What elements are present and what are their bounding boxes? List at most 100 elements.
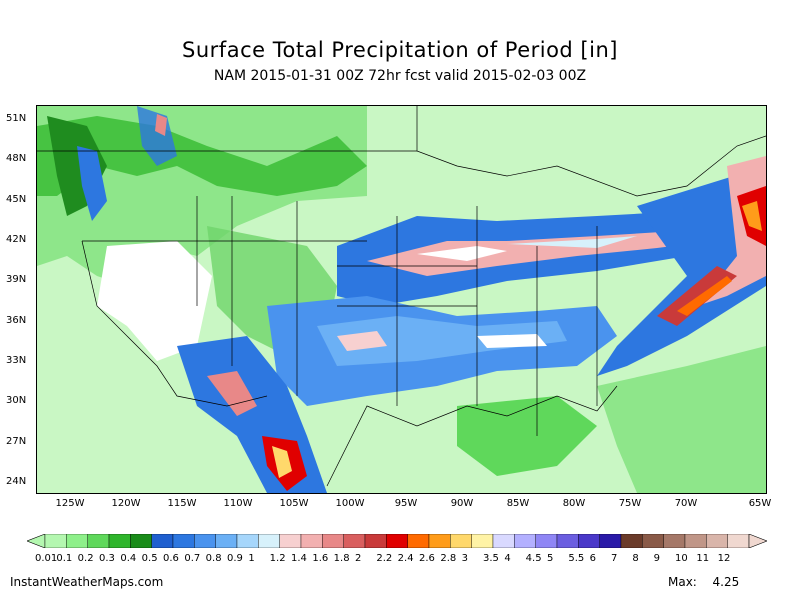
lon-label-95w: 95W (394, 498, 418, 509)
lon-label-80w: 80W (562, 498, 586, 509)
legend-swatch (450, 534, 472, 548)
legend-label: 2.4 (397, 553, 414, 564)
lat-label-48n: 48N (6, 153, 27, 164)
legend-label: 1.8 (333, 553, 350, 564)
legend-swatch (599, 534, 622, 548)
legend-label: 10 (675, 553, 688, 564)
legend-swatch (535, 534, 558, 548)
legend-swatch (279, 534, 302, 548)
legend-label: 0.1 (56, 553, 73, 564)
lon-label-105w: 105W (279, 498, 309, 509)
legend-label: 5.5 (568, 553, 585, 564)
legend-label: 4.5 (525, 553, 542, 564)
legend-label: 0.9 (227, 553, 243, 564)
legend-swatch (514, 534, 536, 548)
legend-swatch (194, 534, 216, 548)
legend-swatch (620, 534, 643, 548)
legend-label: 1.4 (291, 553, 307, 564)
legend-swatch (151, 534, 174, 548)
lat-label-51n: 51N (6, 113, 27, 124)
legend-swatch (236, 534, 259, 548)
legend-label: 0.6 (163, 553, 179, 564)
legend-label: 12 (717, 553, 731, 564)
legend-label: 0.3 (99, 553, 115, 564)
legend-swatch (44, 534, 67, 548)
lon-label-120w: 120W (111, 498, 141, 509)
legend-label: 0.2 (77, 553, 94, 564)
legend-label: 9 (653, 553, 661, 564)
legend-label: 2.2 (376, 553, 393, 564)
precipitation-map (36, 105, 767, 494)
lat-label-42n: 42N (6, 234, 27, 245)
legend-swatch (642, 534, 664, 548)
lon-label-70w: 70W (674, 498, 698, 509)
legend-label: 1.6 (312, 553, 329, 564)
legend-swatch (492, 534, 515, 548)
site-credit: InstantWeatherMaps.com (10, 575, 164, 589)
legend-label: 0.8 (205, 553, 222, 564)
max-value: 4.25 (712, 575, 740, 589)
legend-swatch (727, 534, 750, 548)
legend-label: 11 (696, 553, 710, 564)
legend-label: 0.5 (141, 553, 158, 564)
color-legend-bar (27, 534, 767, 548)
lat-label-24n: 24N (6, 476, 27, 487)
legend-arrow-right (748, 534, 767, 548)
map-title: Surface Total Precipitation of Period [i… (182, 38, 618, 62)
legend-swatch (300, 534, 323, 548)
map-subtitle: NAM 2015-01-31 00Z 72hr fcst valid 2015-… (213, 68, 587, 84)
legend-label: 1 (248, 553, 255, 564)
legend-swatch (322, 534, 344, 548)
legend-swatch (87, 534, 110, 548)
legend-swatch (684, 534, 707, 548)
lat-label-36n: 36N (6, 315, 27, 326)
legend-label: 6 (589, 553, 597, 564)
legend-swatch (386, 534, 408, 548)
legend-swatch (471, 534, 494, 548)
lat-label-45n: 45N (6, 194, 27, 205)
legend-swatch (428, 534, 451, 548)
legend-swatch (663, 534, 686, 548)
lon-label-65w: 65W (748, 498, 772, 509)
legend-label: 1.2 (269, 553, 286, 564)
legend-label: 2.6 (419, 553, 435, 564)
lon-label-100w: 100W (335, 498, 365, 509)
precipitation-field (37, 106, 766, 493)
color-legend-labels: 0.01 0.1 0.2 0.3 0.4 0.5 0.6 0.7 0.8 0.9 1 1.2 1.4 1.… (0, 553, 800, 567)
legend-label: 8 (632, 553, 639, 564)
max-value-text: Max: 4.25 (668, 575, 739, 589)
lat-label-39n: 39N (6, 274, 27, 285)
legend-swatch (364, 534, 387, 548)
legend-label: 3.5 (483, 553, 499, 564)
legend-swatch (407, 534, 430, 548)
legend-swatch (215, 534, 238, 548)
legend-label: 7 (611, 553, 618, 564)
legend-swatch (258, 534, 280, 548)
lon-label-90w: 90W (450, 498, 474, 509)
lat-label-30n: 30N (6, 395, 27, 406)
legend-swatch (108, 534, 131, 548)
legend-arrow-left (27, 534, 46, 548)
lon-label-110w: 110W (223, 498, 253, 509)
legend-swatch (66, 534, 88, 548)
lon-label-75w: 75W (618, 498, 642, 509)
legend-swatch (556, 534, 579, 548)
legend-label: 2 (355, 553, 362, 564)
legend-swatch (343, 534, 366, 548)
legend-label: 0.4 (120, 553, 137, 564)
legend-label: 2.8 (440, 553, 457, 564)
lon-label-115w: 115W (167, 498, 197, 509)
legend-swatch (706, 534, 728, 548)
lon-label-125w: 125W (55, 498, 85, 509)
legend-swatch (172, 534, 195, 548)
legend-label: 4 (504, 553, 511, 564)
lon-label-85w: 85W (506, 498, 530, 509)
legend-swatch (130, 534, 152, 548)
legend-label: 0.01 (35, 553, 58, 564)
lat-label-33n: 33N (6, 355, 27, 366)
legend-label: 0.7 (184, 553, 201, 564)
legend-swatch (578, 534, 600, 548)
max-label: Max: (668, 575, 697, 589)
legend-label: 5 (547, 553, 554, 564)
lat-label-27n: 27N (6, 436, 27, 447)
